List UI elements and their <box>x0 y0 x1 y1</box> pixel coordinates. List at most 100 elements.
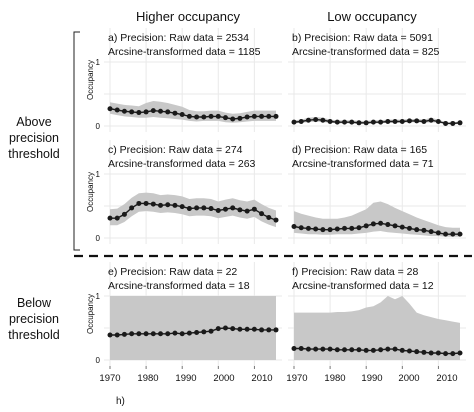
panel-a-point-1970 <box>107 106 113 112</box>
panel-d-point-1976 <box>313 226 319 232</box>
panel-e-point-1974 <box>121 331 127 337</box>
panel-e-y-axis-label: Occupancy <box>86 294 95 334</box>
panel-b-point-1986 <box>349 119 355 125</box>
panel-f-point-1992 <box>370 347 376 353</box>
panel-d-point-1974 <box>305 225 311 231</box>
panel-d-point-1980 <box>327 227 333 233</box>
panel-d-point-1970 <box>291 223 297 229</box>
panel-f-point-2000 <box>399 347 405 353</box>
panel-b-point-1994 <box>378 119 384 125</box>
panel-a-point-2004 <box>230 116 236 122</box>
panel-d-point-2000 <box>399 224 405 230</box>
panel-c-annotation-raw: c) Precision: Raw data = 274 <box>108 144 243 156</box>
panel-d-point-1978 <box>320 227 326 233</box>
panel-e-y-tick-label: 1 <box>96 292 101 301</box>
panel-e-point-2002 <box>222 325 228 331</box>
panel-a-point-2000 <box>215 113 221 119</box>
row-label-below-line3: threshold <box>8 328 59 342</box>
panel-f-point-1984 <box>342 347 348 353</box>
panel-f-point-1972 <box>298 345 304 351</box>
panel-f-point-2004 <box>414 349 420 355</box>
panel-e-point-2014 <box>266 327 272 333</box>
panel-a-point-1986 <box>165 109 171 115</box>
panel-c-point-1992 <box>186 206 192 212</box>
panel-a-point-1994 <box>194 114 200 120</box>
x-tick-label-1980: 1980 <box>137 373 158 384</box>
panel-e-point-1982 <box>150 331 156 337</box>
panel-b-point-1984 <box>342 119 348 125</box>
panel-a-point-1996 <box>201 114 207 120</box>
panel-e-point-1994 <box>194 329 200 335</box>
panel-b-point-2012 <box>443 120 449 126</box>
panel-e-point-1972 <box>114 332 120 338</box>
panel-f-point-2016 <box>457 350 463 356</box>
panel-c-point-1984 <box>158 202 164 208</box>
panel-b-point-1972 <box>298 119 304 125</box>
panel-c-point-1972 <box>114 215 120 221</box>
x-tick-label-2000: 2000 <box>398 373 419 384</box>
footer-label: h) <box>116 396 125 407</box>
panel-c-point-2002 <box>222 206 228 212</box>
panel-b-point-1992 <box>370 119 376 125</box>
column-header-higher-occupancy: Higher occupancy <box>136 9 241 24</box>
panel-f-point-2008 <box>428 350 434 356</box>
panel-c-point-1986 <box>165 202 171 208</box>
panel-b-annotation-arcsine: Arcsine-transformed data = 825 <box>292 46 440 58</box>
panel-c-point-2016 <box>273 217 279 223</box>
panel-b-point-2016 <box>457 120 463 126</box>
panel-e-point-2008 <box>244 326 250 332</box>
panel-c-point-1982 <box>150 201 156 207</box>
panel-b-point-1996 <box>385 119 391 125</box>
row-label-above-line2: precision <box>9 131 59 145</box>
panel-d-point-2012 <box>443 231 449 237</box>
panel-e-point-1980 <box>143 331 149 337</box>
panel-d-annotation-arcsine: Arcsine-transformed data = 71 <box>292 158 434 170</box>
panel-b-point-2014 <box>450 120 456 126</box>
panel-d-point-1998 <box>392 223 398 229</box>
row-label-below-threshold: Below precision threshold <box>8 296 59 342</box>
panel-b-point-2000 <box>399 119 405 125</box>
panel-e-point-2006 <box>237 326 243 332</box>
panel-f-point-1980 <box>327 346 333 352</box>
x-tick-label-2010: 2010 <box>251 373 272 384</box>
column-header-low-occupancy: Low occupancy <box>327 9 417 24</box>
panel-c-point-2012 <box>259 211 265 217</box>
x-axis-right: 1970 1980 1990 2000 2010 <box>286 373 457 384</box>
row-label-above-line1: Above <box>16 115 51 129</box>
panel-a-point-1988 <box>172 110 178 116</box>
panel-a-y-tick-label: 0 <box>96 122 101 131</box>
panel-b: b) Precision: Raw data = 5091 Arcsine-tra… <box>288 28 466 132</box>
panel-e-point-1992 <box>186 330 192 336</box>
panel-a-point-1978 <box>136 110 142 116</box>
panel-c-point-1994 <box>194 205 200 211</box>
panel-c-confidence-band <box>110 192 276 228</box>
panel-c-point-2008 <box>244 208 250 214</box>
panel-d-point-1996 <box>385 222 391 228</box>
panel-d-point-1988 <box>356 225 362 231</box>
panel-d-point-1984 <box>342 225 348 231</box>
panel-c-point-1976 <box>129 205 135 211</box>
panel-a-point-2014 <box>266 113 272 119</box>
panel-a-point-1974 <box>121 108 127 114</box>
row-label-below-line1: Below <box>17 296 52 310</box>
x-tick-label-2000: 2000 <box>213 373 234 384</box>
panel-c-y-tick-label: 0 <box>96 234 101 243</box>
panel-e-annotation-raw: e) Precision: Raw data = 22 <box>108 266 237 278</box>
panel-d-point-1992 <box>370 221 376 227</box>
panel-e-confidence-band <box>110 296 276 360</box>
panel-a-point-1990 <box>179 111 185 117</box>
panel-c-point-1974 <box>121 211 127 217</box>
panel-c-point-1996 <box>201 205 207 211</box>
panel-d-point-2016 <box>457 231 463 237</box>
panel-f-annotation-arcsine: Arcsine-transformed data = 12 <box>292 280 434 292</box>
panel-e-point-1970 <box>107 332 113 338</box>
panel-a-point-2008 <box>244 114 250 120</box>
panel-f-point-1988 <box>356 347 362 353</box>
panel-c-point-2004 <box>230 205 236 211</box>
panel-d-point-1982 <box>334 226 340 232</box>
panel-e-point-1990 <box>179 331 185 337</box>
panel-c-point-1998 <box>208 206 214 212</box>
panel-e-point-2010 <box>251 326 257 332</box>
